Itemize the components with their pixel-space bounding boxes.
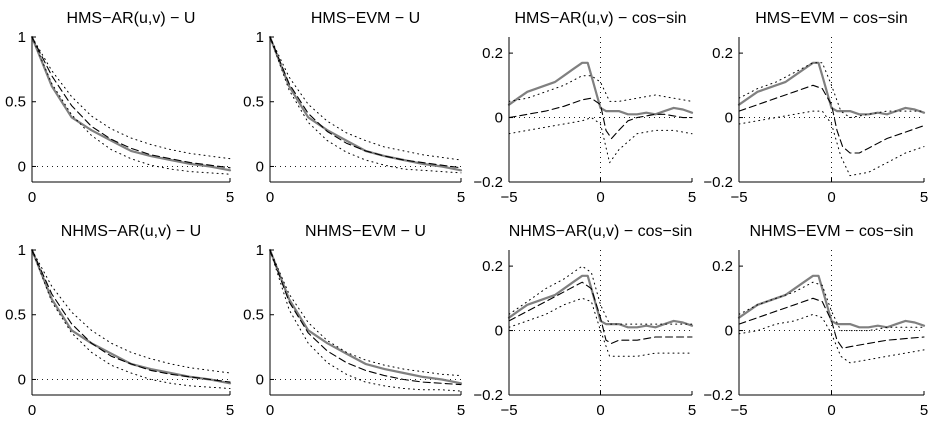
series-line-observed: [507, 274, 694, 329]
series-line-band: [269, 36, 462, 174]
series-line-model: [738, 84, 925, 154]
x-tick-label: 5: [920, 402, 928, 419]
x-tick-label: 5: [457, 402, 465, 419]
series-line-model: [31, 36, 231, 169]
y-tick-label: 1: [18, 242, 26, 259]
x-tick-label: 0: [266, 402, 274, 419]
y-tick-label: −0.2: [703, 387, 733, 404]
chart-panel: HMS−AR(u,v) − U 0 5 0 0.5 1: [5, 10, 234, 206]
x-tick-label: 0: [28, 189, 36, 206]
chart-title: NHMS−AR(u,v) − cos−sin: [509, 223, 693, 240]
series-line-band: [738, 110, 925, 177]
x-tick-label: 0: [266, 189, 274, 206]
x-tick-label: 0: [827, 189, 835, 206]
chart-panel: NHMS−AR(u,v) − U 0 5 0 0.5 1: [5, 223, 234, 419]
series-line-model: [269, 249, 462, 386]
y-tick-label: 1: [256, 242, 264, 259]
x-tick-label: 0: [827, 402, 835, 419]
y-tick-label: 0.5: [5, 307, 26, 324]
x-tick-label: 0: [28, 402, 36, 419]
x-tick-label: −5: [500, 189, 517, 206]
series-line-band: [508, 297, 693, 357]
y-tick-label: 0.2: [482, 45, 503, 62]
chart-title: HMS−EVM − U: [311, 10, 420, 27]
x-tick-label: 0: [596, 189, 604, 206]
x-tick-label: 5: [457, 189, 465, 206]
chart-panel: NHMS−AR(u,v) − cos−sin −5 0 5 −0.2 0 0.2: [473, 223, 696, 419]
chart-title: NHMS−EVM − cos−sin: [749, 223, 913, 240]
series-line-band: [508, 265, 693, 325]
series-line-band: [31, 249, 231, 374]
x-tick-label: 0: [596, 402, 604, 419]
y-tick-label: 0.5: [243, 307, 264, 324]
chart-title: NHMS−EVM − U: [305, 223, 426, 240]
y-tick-label: 0: [725, 323, 733, 340]
y-tick-label: 0.5: [5, 94, 26, 111]
series-line-observed: [737, 61, 926, 116]
y-tick-label: 0: [495, 110, 503, 127]
y-tick-label: 0: [18, 158, 26, 175]
series-line-observed: [30, 35, 232, 172]
chart-panel: HMS−AR(u,v) − cos−sin −5 0 5 −0.2 0 0.2: [473, 10, 696, 206]
y-tick-label: 1: [18, 29, 26, 46]
series-line-observed: [737, 274, 926, 329]
series-line-model: [738, 297, 925, 349]
series-line-band: [31, 36, 231, 175]
series-line-band: [269, 36, 462, 161]
y-tick-label: 0: [495, 323, 503, 340]
x-tick-label: −5: [730, 189, 747, 206]
chart-panel: HMS−EVM − U 0 5 0 0.5 1: [243, 10, 465, 206]
chart-title: HMS−AR(u,v) − cos−sin: [514, 10, 686, 27]
series-line-band: [738, 62, 925, 119]
series-line-band: [31, 36, 231, 160]
y-tick-label: 0: [725, 110, 733, 127]
series-line-observed: [268, 248, 463, 385]
series-line-band: [508, 75, 693, 102]
chart-panel: HMS−EVM − cos−sin −5 0 5 −0.2 0 0.2: [703, 10, 928, 206]
series-line-model: [508, 281, 693, 344]
y-tick-label: 0.2: [712, 258, 733, 275]
series-line-band: [269, 249, 462, 377]
x-tick-label: 5: [688, 189, 696, 206]
series-line-band: [738, 281, 925, 332]
series-line-observed: [507, 61, 694, 116]
y-tick-label: 0.2: [712, 45, 733, 62]
x-tick-label: 5: [226, 189, 234, 206]
chart-title: HMS−EVM − cos−sin: [755, 10, 908, 27]
series-line-band: [31, 249, 231, 389]
x-tick-label: 5: [688, 402, 696, 419]
y-tick-label: 1: [256, 29, 264, 46]
y-tick-label: −0.2: [473, 387, 503, 404]
y-tick-label: −0.2: [473, 174, 503, 191]
series-line-band: [508, 117, 693, 164]
chart-title: HMS−AR(u,v) − U: [67, 10, 196, 27]
x-tick-label: 5: [226, 402, 234, 419]
x-tick-label: −5: [730, 402, 747, 419]
y-tick-label: 0: [256, 158, 264, 175]
y-tick-label: 0: [18, 371, 26, 388]
y-tick-label: 0: [256, 371, 264, 388]
series-line-observed: [30, 248, 232, 385]
series-line-model: [31, 249, 231, 383]
chart-title: NHMS−AR(u,v) − U: [61, 223, 201, 240]
series-line-band: [269, 249, 462, 392]
y-tick-label: 0.5: [243, 94, 264, 111]
y-tick-label: 0.2: [482, 258, 503, 275]
y-tick-label: −0.2: [703, 174, 733, 191]
chart-panel: NHMS−EVM − cos−sin −5 0 5 −0.2 0 0.2: [703, 223, 928, 419]
x-tick-label: 5: [920, 189, 928, 206]
chart-panel: NHMS−EVM − U 0 5 0 0.5 1: [243, 223, 465, 419]
series-line-model: [508, 97, 693, 140]
x-tick-label: −5: [500, 402, 517, 419]
series-line-band: [738, 313, 925, 364]
series-line-model: [269, 36, 462, 169]
series-line-observed: [268, 35, 463, 172]
